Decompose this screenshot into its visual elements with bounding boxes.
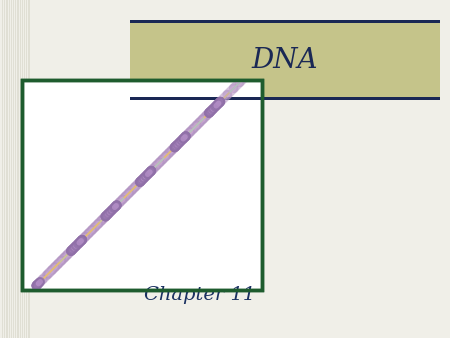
Bar: [130, 97, 440, 100]
Bar: [53, 0, 54, 338]
Bar: [22, 80, 262, 290]
Bar: [55, 0, 56, 338]
Bar: [37, 0, 38, 338]
Bar: [9, 0, 10, 338]
Bar: [46, 0, 47, 338]
Bar: [50, 0, 51, 338]
Bar: [11, 0, 12, 338]
Bar: [13, 0, 14, 338]
Bar: [22, 0, 23, 338]
Bar: [2, 0, 3, 338]
Bar: [130, 20, 440, 100]
Bar: [20, 0, 21, 338]
Bar: [130, 20, 440, 23]
Bar: [31, 0, 32, 338]
Bar: [6, 0, 8, 338]
Text: Chapter 11: Chapter 11: [144, 286, 256, 304]
Bar: [28, 0, 30, 338]
Bar: [48, 0, 50, 338]
Text: DNA: DNA: [252, 47, 318, 73]
Bar: [44, 0, 45, 338]
Bar: [33, 0, 34, 338]
Bar: [35, 0, 36, 338]
Bar: [26, 0, 27, 338]
Bar: [15, 0, 16, 338]
Bar: [22, 80, 262, 290]
Bar: [24, 0, 25, 338]
Bar: [41, 0, 43, 338]
Bar: [4, 0, 5, 338]
